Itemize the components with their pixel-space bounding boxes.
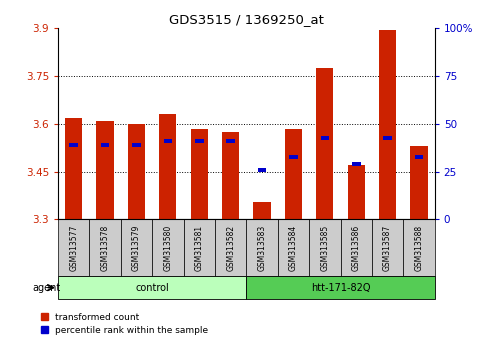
Bar [58,219,89,276]
Bar [341,219,372,276]
Bar [65,118,82,219]
Bar [258,168,266,172]
Bar [278,219,309,276]
Text: htt-171-82Q: htt-171-82Q [311,282,370,293]
Text: GSM313579: GSM313579 [132,224,141,271]
Text: GSM313578: GSM313578 [100,225,110,271]
Bar [215,219,246,276]
Bar [348,165,365,219]
Bar [246,219,278,276]
Text: GSM313584: GSM313584 [289,225,298,271]
Bar [195,139,203,143]
Bar [403,219,435,276]
Bar [321,136,329,140]
Bar [128,124,145,219]
Bar [316,68,333,219]
Bar [309,219,341,276]
Bar [97,121,114,219]
Bar [184,219,215,276]
Bar [101,143,109,147]
Legend: transformed count, percentile rank within the sample: transformed count, percentile rank withi… [37,309,212,339]
Bar [415,155,423,159]
Text: GSM313587: GSM313587 [383,225,392,271]
Bar [384,136,392,140]
Bar [89,219,121,276]
Text: GSM313582: GSM313582 [226,225,235,271]
Bar [191,129,208,219]
Bar [372,219,403,276]
Bar [352,162,360,166]
Text: GSM313581: GSM313581 [195,225,204,271]
Text: GSM313585: GSM313585 [320,225,329,271]
Text: GSM313588: GSM313588 [414,225,424,271]
Bar [152,219,184,276]
Bar [285,129,302,219]
Title: GDS3515 / 1369250_at: GDS3515 / 1369250_at [169,13,324,26]
Text: GSM313583: GSM313583 [257,225,267,271]
Text: agent: agent [33,282,61,293]
Bar [159,114,176,219]
Text: GSM313580: GSM313580 [163,225,172,271]
Bar [121,219,152,276]
Text: GSM313586: GSM313586 [352,225,361,271]
Bar [132,143,141,147]
Bar [411,146,427,219]
Bar [379,30,396,219]
Text: control: control [135,282,169,293]
Text: GSM313577: GSM313577 [69,224,78,271]
Bar [222,132,239,219]
Bar [227,139,235,143]
Bar [289,155,298,159]
Bar [254,202,270,219]
Bar [164,139,172,143]
Bar [58,276,246,299]
Bar [70,143,78,147]
Bar [246,276,435,299]
